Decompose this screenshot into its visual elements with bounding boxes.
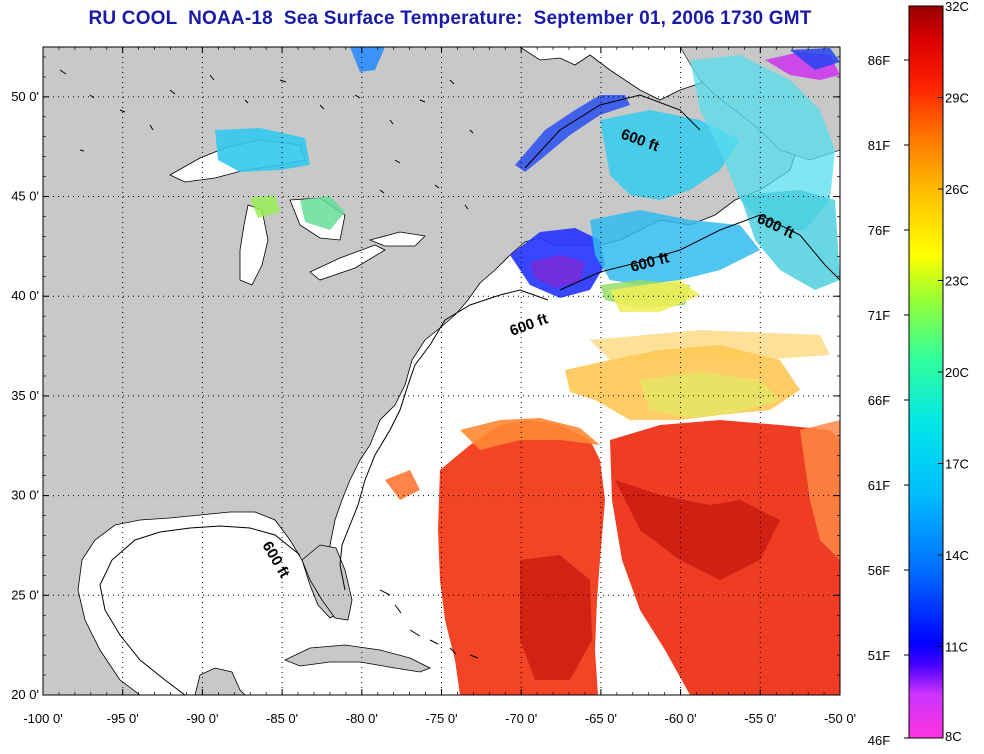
sst-lake-superior [215, 128, 310, 172]
cbar-label-c: 20C [945, 365, 969, 380]
cbar-label-f: 56F [868, 563, 890, 578]
lon-tick-label: -95 0' [107, 711, 139, 726]
sst-grand-banks [740, 190, 840, 290]
sst-scotian-shelf [590, 210, 760, 285]
colorbar-ticks: 86F 81F 76F 71F 66F 61F 56F 51F 46F 32C 29C 26C 23C 2… [868, 0, 969, 748]
cbar-label-c: 17C [945, 457, 969, 472]
cbar-label-f: 66F [868, 393, 890, 408]
sst-darkred-east [615, 480, 780, 580]
lat-tick-label: 40 0' [11, 288, 39, 303]
lon-tick-label: -75 0' [425, 711, 457, 726]
sst-st-lawrence-cyan [600, 110, 740, 200]
cbar-label-c: 26C [945, 182, 969, 197]
lake-michigan [239, 204, 269, 286]
lon-tick-label: -55 0' [744, 711, 776, 726]
sst-orange-upper [590, 330, 830, 360]
sst-small-orange [385, 470, 420, 500]
map-title: RU COOL NOAA-18 Sea Surface Temperature:… [88, 8, 812, 29]
land-cuba [284, 644, 431, 673]
cbar-label-f: 81F [868, 138, 890, 153]
sst-orange-west-rim [460, 418, 600, 450]
cbar-label-c: 32C [945, 0, 969, 14]
cbar-label-f: 71F [868, 308, 890, 323]
lon-tick-label: -85 0' [266, 711, 298, 726]
contour-600ft-east-coast [339, 289, 549, 591]
lake-ontario [368, 231, 426, 247]
lon-tick-label: -65 0' [585, 711, 617, 726]
colorbar [908, 5, 944, 739]
lon-tick-label: -100 0' [23, 711, 62, 726]
sst-lake-huron [300, 196, 345, 230]
lon-tick-label: -50 0' [824, 711, 856, 726]
sst-orange-east-rim [800, 420, 840, 560]
land-yucatan [194, 667, 246, 695]
contour-600ft-shelf [559, 214, 840, 291]
cbar-label-f: 86F [868, 53, 890, 68]
lat-tick-label: 20 0' [11, 687, 39, 702]
sst-darkred-west [520, 555, 592, 680]
land-florida [301, 544, 353, 621]
lon-tick-label: -60 0' [665, 711, 697, 726]
cbar-label-f: 46F [868, 733, 890, 748]
small-islands [59, 69, 479, 659]
lat-tick-label: 35 0' [11, 388, 39, 403]
lat-tick-label: 45 0' [11, 189, 39, 204]
cbar-label-c: 14C [945, 548, 969, 563]
sst-top-blue [350, 47, 385, 72]
lake-erie [309, 244, 386, 281]
axis-ticks: -100 0' -95 0' -90 0' -85 0' -80 0' -75 0' -70… [11, 47, 856, 726]
contour-600ft-gulf-stlawrence [524, 94, 701, 169]
lon-tick-label: -70 0' [505, 711, 537, 726]
sst-blue-patch-ne [790, 48, 840, 70]
lon-tick-label: -90 0' [186, 711, 218, 726]
sst-yellow-band [610, 280, 700, 312]
lat-tick-label: 25 0' [11, 587, 39, 602]
cbar-label-f: 51F [868, 648, 890, 663]
lon-tick-label: -80 0' [346, 711, 378, 726]
cbar-label-c: 23C [945, 274, 969, 289]
cbar-label-c: 11C [945, 640, 968, 655]
cbar-label-f: 76F [868, 223, 890, 238]
sst-yellow-streaks [640, 372, 780, 418]
lat-tick-label: 30 0' [11, 488, 39, 503]
graticule [43, 47, 840, 695]
contour-600ft-gulf [99, 525, 301, 695]
sst-labrador-cyan [690, 55, 835, 230]
sst-lake-michigan-n [250, 195, 280, 218]
cbar-label-f: 61F [868, 478, 890, 493]
lat-tick-label: 50 0' [11, 89, 39, 104]
cbar-label-c: 29C [945, 91, 969, 106]
cbar-label-c: 8C [945, 729, 962, 744]
sst-st-lawrence [515, 95, 630, 172]
sst-gulf-maine-purple [530, 255, 585, 288]
